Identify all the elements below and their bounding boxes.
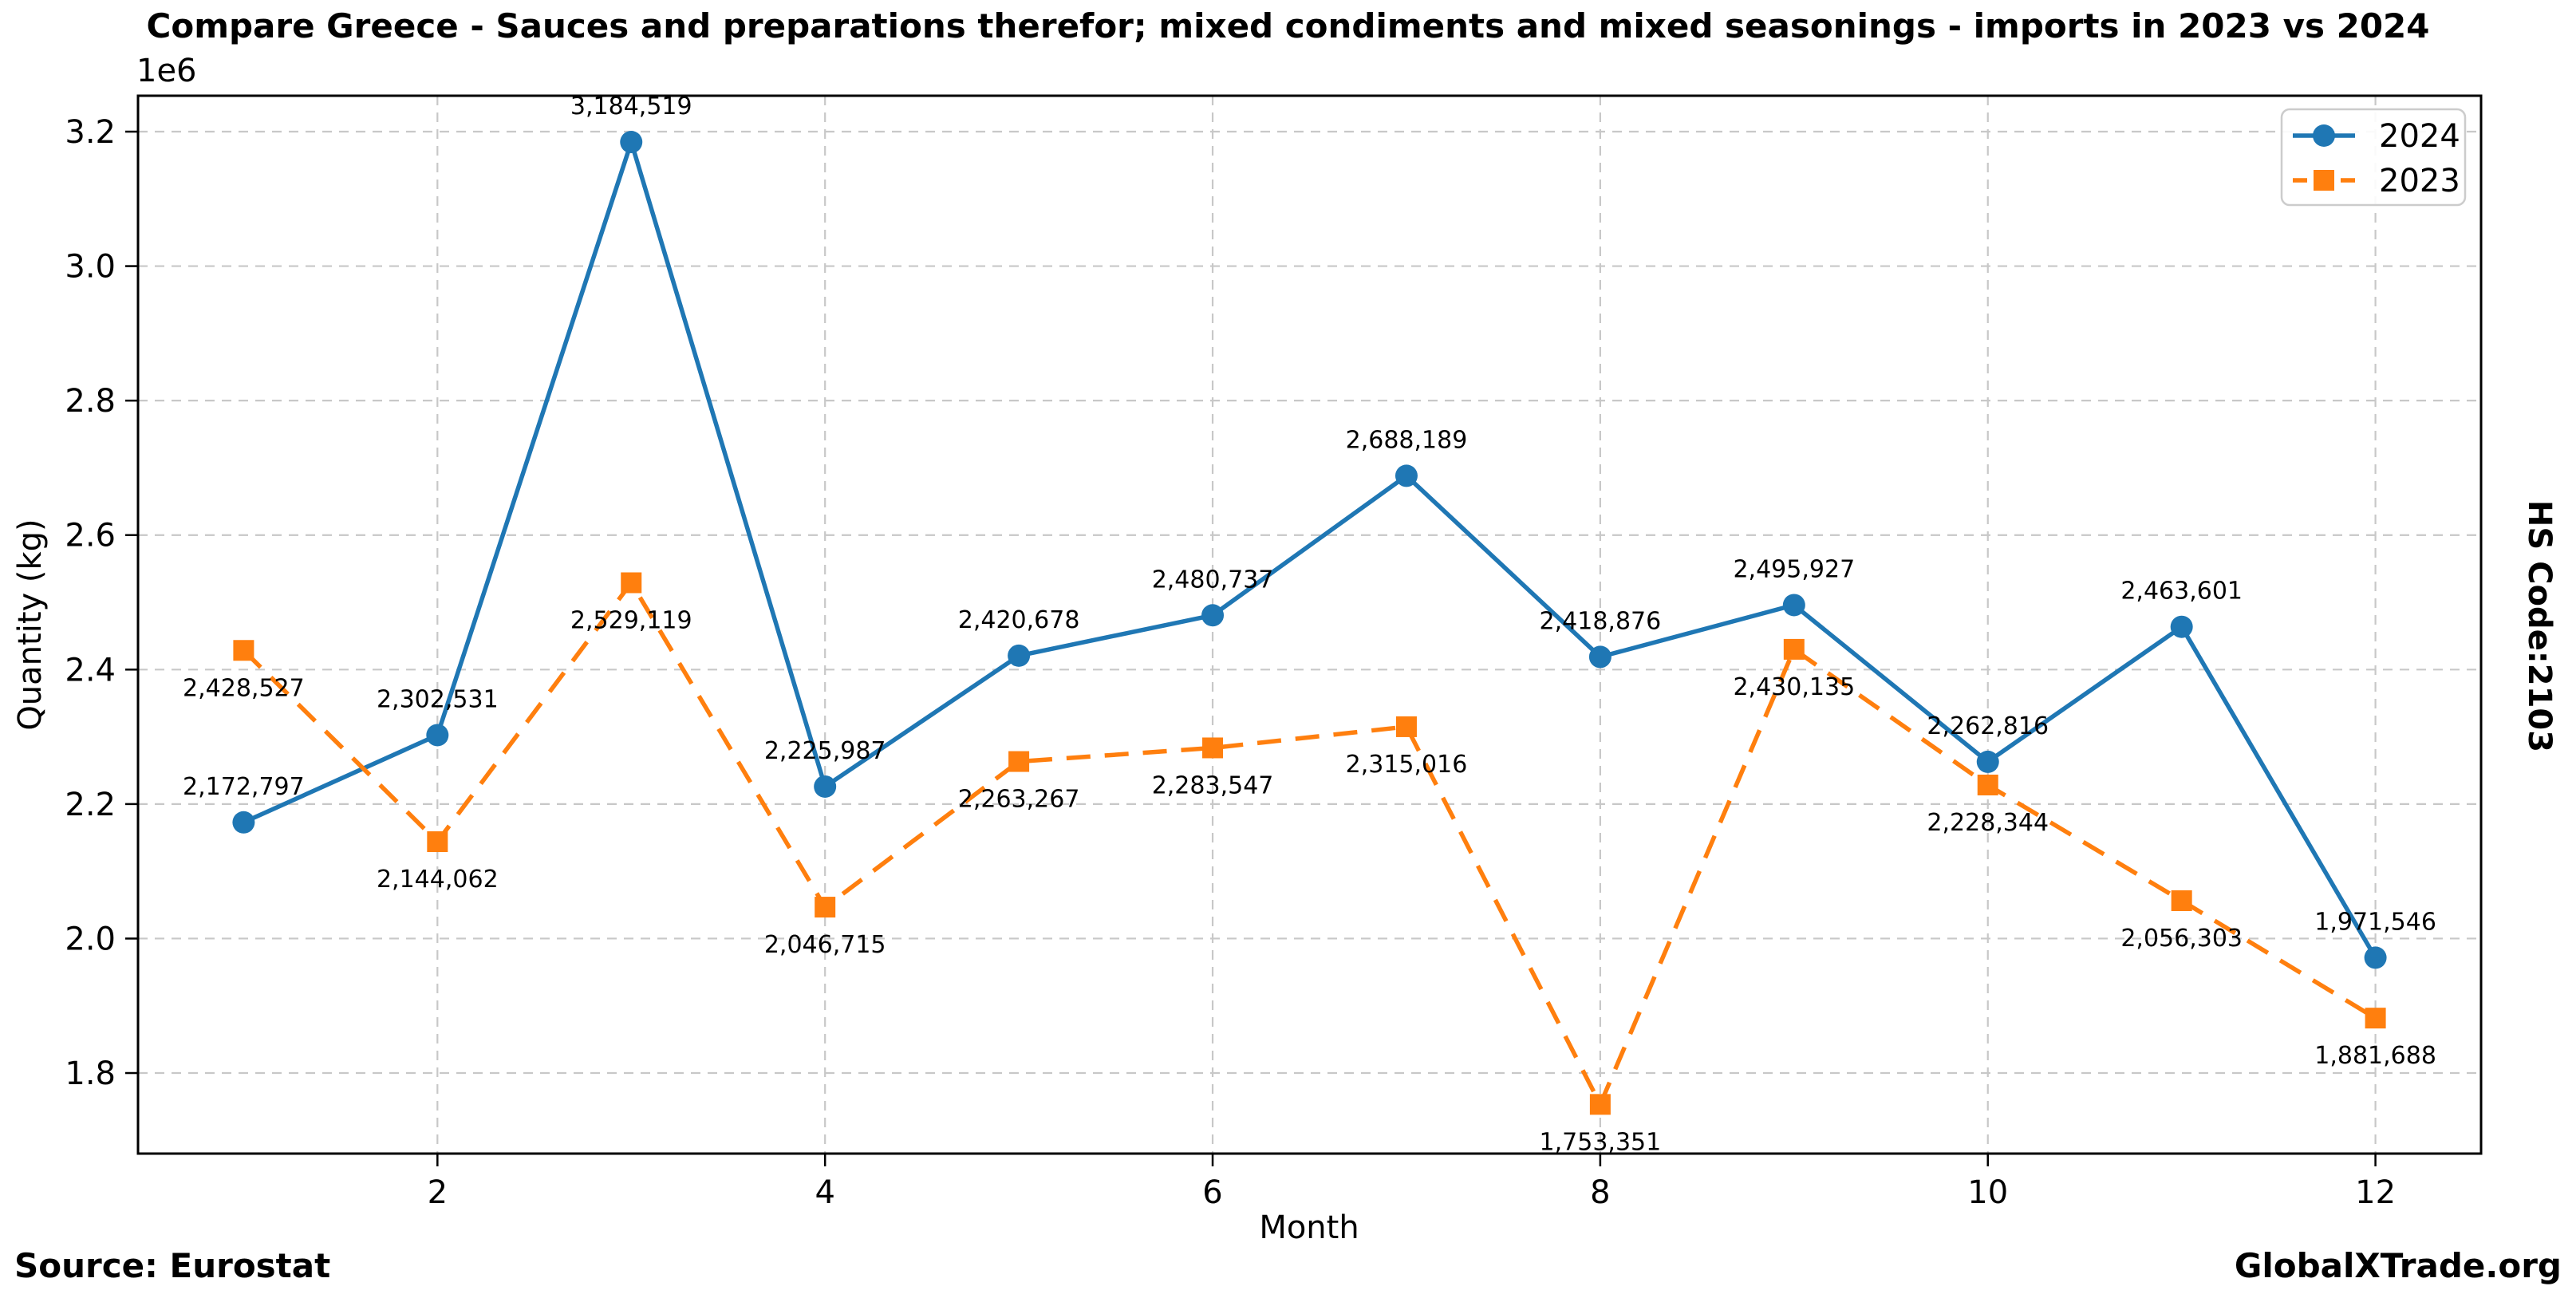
y-axis-label: Quantity (kg): [12, 519, 49, 731]
data-point-2023-m6: [1202, 737, 1224, 759]
data-point-2024-m4: [814, 775, 837, 798]
series-line-2023: [242, 580, 2377, 1107]
data-label-2023-m12: 1,881,688: [2314, 1042, 2436, 1070]
chart-title: Compare Greece - Sauces and preparations…: [146, 6, 2430, 45]
y-tick-label-2.2: 2.2: [65, 787, 116, 823]
data-label-2023-m5: 2,263,267: [958, 786, 1080, 814]
legend-marker-2024: [2313, 124, 2335, 147]
data-label-2024-m4: 2,225,987: [764, 737, 886, 765]
x-axis-label: Month: [1259, 1209, 1359, 1246]
data-label-2023-m6: 2,283,547: [1152, 771, 1274, 799]
data-label-2023-m7: 2,315,016: [1346, 751, 1468, 779]
data-label-2023-m4: 2,046,715: [764, 931, 886, 959]
data-point-2023-m5: [1008, 751, 1030, 772]
data-point-2024-m11: [2170, 615, 2193, 638]
plot-border: [136, 94, 2483, 1155]
x-tick-label-2: 2: [428, 1174, 448, 1211]
data-label-2024-m1: 2,172,797: [183, 773, 305, 801]
data-point-2024-m3: [620, 131, 643, 154]
data-point-2024-m7: [1395, 464, 1418, 487]
x-tick-label-4: 4: [815, 1174, 834, 1211]
data-point-2024-m8: [1588, 645, 1611, 669]
series-line-2024: [243, 140, 2377, 959]
data-point-2024-m5: [1008, 644, 1031, 667]
legend-label-2024: 2024: [2379, 118, 2460, 155]
data-point-2024-m6: [1201, 604, 1225, 627]
y-tick-label-1.8: 1.8: [65, 1055, 116, 1092]
data-point-2023-m10: [1977, 774, 1998, 795]
data-label-2023-m11: 2,056,303: [2120, 925, 2243, 953]
x-tick-label-6: 6: [1202, 1174, 1222, 1211]
data-point-2023-m12: [2365, 1008, 2386, 1029]
data-label-2024-m9: 2,495,927: [1733, 555, 1855, 583]
data-point-2023-m3: [621, 572, 642, 594]
data-label-2024-m10: 2,262,816: [1927, 712, 2049, 740]
y-tick-label-2.4: 2.4: [65, 652, 116, 688]
data-point-2023-m2: [427, 831, 448, 853]
y-tick-label-2.6: 2.6: [65, 518, 116, 554]
x-tick-label-8: 8: [1590, 1174, 1610, 1211]
data-point-2023-m4: [815, 897, 836, 918]
data-point-2023-m1: [233, 640, 254, 661]
data-label-2023-m3: 2,529,119: [570, 606, 692, 634]
data-label-2023-m2: 2,144,062: [377, 866, 499, 894]
data-label-2024-m5: 2,420,678: [958, 606, 1080, 634]
source-note: Source: Eurostat: [14, 1246, 331, 1285]
y-tick-label-3: 3.0: [65, 249, 116, 286]
data-label-2023-m1: 2,428,527: [183, 674, 305, 702]
data-point-2023-m11: [2171, 890, 2192, 911]
data-label-2024-m6: 2,480,737: [1152, 566, 1274, 594]
data-point-2024-m1: [232, 811, 255, 834]
x-tick-label-10: 10: [1967, 1174, 2008, 1211]
data-label-2024-m2: 2,302,531: [377, 685, 499, 713]
y-tick-label-2: 2.0: [65, 921, 116, 957]
data-point-2023-m8: [1589, 1094, 1611, 1115]
hs-code-label: HS Code:2103: [2521, 499, 2558, 753]
legend-marker-2023: [2314, 170, 2334, 191]
data-label-2024-m12: 1,971,546: [2314, 908, 2436, 936]
data-point-2023-m7: [1395, 716, 1417, 737]
data-label-2024-m3: 3,184,519: [570, 93, 692, 120]
legend-label-2023: 2023: [2379, 163, 2460, 199]
data-point-2024-m12: [2364, 946, 2387, 969]
data-point-2024-m9: [1782, 594, 1805, 617]
data-label-2023-m9: 2,430,135: [1733, 673, 1855, 701]
brand-note: GlobalXTrade.org: [2234, 1246, 2562, 1285]
data-point-2023-m9: [1783, 638, 1805, 660]
y-axis-offset-label: 1e6: [136, 53, 197, 89]
data-label-2024-m11: 2,463,601: [2120, 578, 2243, 606]
data-label-2024-m8: 2,418,876: [1540, 607, 1662, 635]
data-label-2023-m10: 2,228,344: [1927, 809, 2049, 837]
y-tick-label-3.2: 3.2: [65, 114, 116, 151]
data-label-2024-m7: 2,688,189: [1346, 426, 1468, 454]
data-point-2024-m10: [1976, 750, 1999, 773]
x-tick-label-12: 12: [2355, 1174, 2396, 1211]
y-tick-label-2.8: 2.8: [65, 383, 116, 420]
data-label-2023-m8: 1,753,351: [1540, 1128, 1662, 1156]
data-point-2024-m2: [426, 724, 449, 747]
